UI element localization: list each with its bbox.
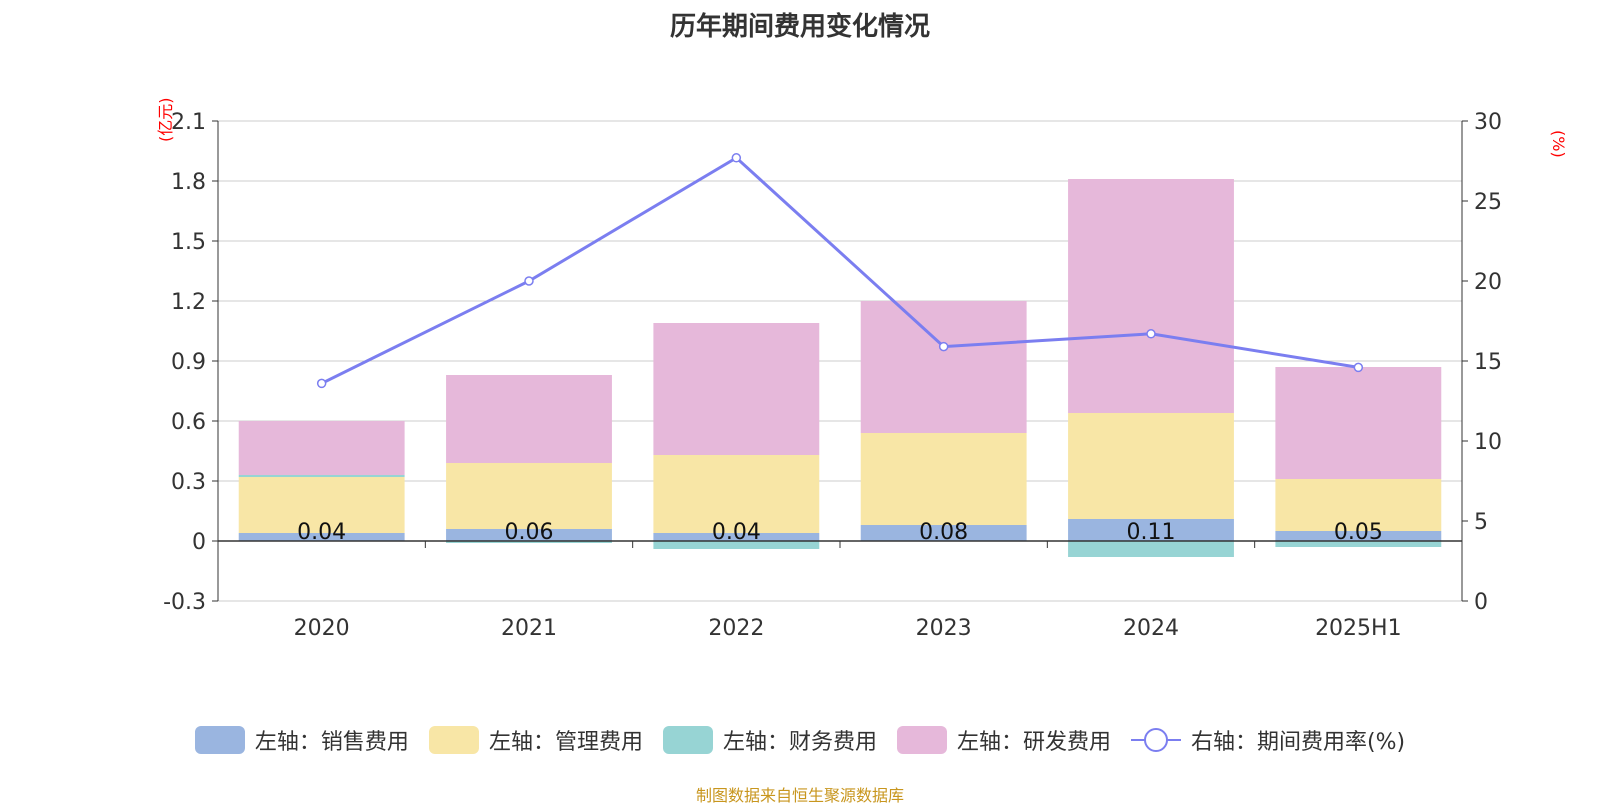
chart-plot: -0.300.30.60.91.21.51.82.10510152025300.…: [163, 110, 1502, 641]
x-tick-label: 2021: [501, 616, 557, 641]
bar-segment: [1068, 413, 1234, 519]
legend-swatch: [194, 726, 245, 754]
bar-segment: [238, 533, 405, 541]
y-right-tick-label: 5: [1474, 510, 1488, 535]
x-tick-label: 2023: [916, 616, 972, 641]
legend-item-expense-rate[interactable]: 右轴：期间费用率(%): [1130, 724, 1406, 756]
legend-label: 左轴：管理费用: [488, 730, 643, 755]
legend-label: 左轴：财务费用: [722, 730, 877, 755]
legend-swatch: [896, 726, 947, 754]
expense-rate-point: [316, 378, 327, 389]
y-left-tick-label: 2.1: [171, 110, 206, 135]
expense-rate-point: [524, 276, 534, 286]
bar-segment: [446, 463, 612, 529]
y-left-tick-label: 0: [192, 530, 206, 555]
x-tick-label: 2024: [1123, 616, 1179, 641]
x-tick-label: 2020: [294, 616, 350, 641]
bar-segment: [1068, 179, 1234, 413]
y-left-tick-label: 1.5: [171, 230, 206, 255]
bar-segment: [1068, 541, 1234, 557]
y-right-tick-label: 20: [1474, 270, 1502, 295]
bar-segment: [446, 541, 612, 543]
y-right-tick-label: 0: [1474, 590, 1488, 615]
bar-segment: [860, 301, 1027, 433]
bar-segment: [446, 529, 612, 541]
bar-segment: [238, 421, 405, 475]
legend-item-finance[interactable]: 左轴：财务费用: [662, 724, 877, 756]
bar-segment: [238, 475, 405, 477]
legend-item-rnd[interactable]: 左轴：研发费用: [896, 724, 1111, 756]
legend-swatch: [662, 726, 713, 754]
legend-label: 右轴：期间费用率(%): [1190, 730, 1406, 755]
bar-segment: [1068, 519, 1234, 541]
x-tick-label: 2025H1: [1315, 616, 1402, 641]
bar-segment: [1275, 367, 1442, 479]
x-tick-label: 2022: [708, 616, 764, 641]
y-left-tick-label: 1.8: [171, 170, 206, 195]
bar-segment: [1275, 541, 1442, 547]
bar-segment: [446, 375, 612, 463]
expense-rate-point: [731, 153, 742, 163]
data-source-note: 制图数据来自恒生聚源数据库: [695, 786, 904, 805]
y-left-tick-label: 0.9: [171, 350, 206, 375]
expense-rate-point: [1146, 329, 1156, 339]
bar-segment: [1275, 531, 1442, 541]
expense-rate-line: [321, 155, 1359, 385]
legend-line-swatch: [1130, 726, 1181, 754]
bar-segment: [653, 533, 820, 541]
y-left-tick-label: -0.3: [163, 590, 206, 615]
chart-legend: 左轴：销售费用 左轴：管理费用 左轴：财务费用 左轴：研发费用 右轴：期间费用率…: [0, 722, 1600, 758]
expense-rate-point: [1353, 362, 1364, 373]
bar-segment: [653, 541, 820, 549]
bar-segment: [860, 433, 1027, 525]
bar-segment: [653, 455, 820, 533]
legend-swatch: [428, 726, 479, 754]
y-right-tick-label: 15: [1474, 350, 1502, 375]
y-left-tick-label: 0.3: [171, 470, 206, 495]
y-right-tick-label: 25: [1474, 190, 1502, 215]
y-left-tick-label: 1.2: [171, 290, 206, 315]
y-right-tick-label: 10: [1474, 430, 1502, 455]
bar-segment: [1275, 479, 1442, 531]
bar-segment: [653, 323, 820, 455]
legend-item-sales[interactable]: 左轴：销售费用: [194, 724, 409, 756]
bar-segment: [238, 477, 405, 533]
y-left-tick-label: 0.6: [171, 410, 206, 435]
expense-rate-point: [938, 341, 949, 352]
legend-label: 左轴：研发费用: [956, 730, 1111, 755]
bar-segment: [860, 525, 1027, 541]
legend-item-admin[interactable]: 左轴：管理费用: [428, 724, 643, 756]
y-right-tick-label: 30: [1474, 110, 1502, 135]
chart-title: 历年期间费用变化情况: [669, 12, 930, 42]
legend-label: 左轴：销售费用: [254, 730, 409, 755]
